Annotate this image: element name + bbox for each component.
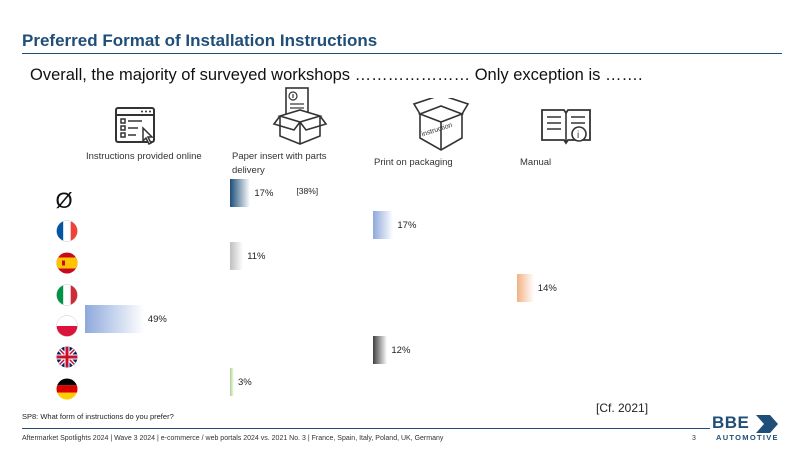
svg-text:i: i — [577, 130, 579, 141]
logo-main-text: BBE — [712, 413, 750, 432]
box-with-paper-icon — [272, 87, 328, 145]
category-label-paper-insert: Paper insert with parts delivery — [232, 151, 327, 176]
survey-question: SP8: What form of instructions do you pr… — [22, 412, 174, 421]
bbe-logo: BBE AUTOMOTIVE — [712, 413, 788, 443]
logo-arrow-icon — [756, 415, 778, 433]
category-label-online: Instructions provided online — [86, 151, 202, 162]
online-form-icon — [115, 107, 155, 146]
svg-text:instruction: instruction — [421, 122, 454, 139]
footer-divider — [22, 428, 710, 429]
footer-text: Aftermarket Spotlights 2024 | Wave 3 202… — [22, 435, 444, 442]
value-label-average: 17% — [254, 188, 274, 199]
flag-uk-icon — [56, 346, 78, 368]
bar-germany-6 — [230, 368, 234, 396]
value-label-poland: 49% — [147, 314, 167, 325]
comparison-note: [Cf. 2021] — [596, 401, 649, 415]
flag-italy-icon — [56, 284, 78, 306]
logo-sub-text: AUTOMOTIVE — [716, 433, 779, 442]
bar-average-0 — [230, 179, 251, 207]
bar-uk-5 — [373, 336, 388, 364]
average-symbol: Ø — [55, 188, 73, 213]
bar-france-1 — [373, 211, 394, 239]
instruction-box-icon: instruction — [412, 98, 470, 151]
flag-spain-icon — [56, 252, 78, 274]
bar-spain-2 — [230, 242, 244, 270]
value-label-uk: 12% — [391, 345, 411, 356]
open-book-icon: i — [541, 109, 591, 145]
value-label-germany: 3% — [238, 377, 252, 388]
category-label-manual: Manual — [520, 157, 552, 168]
value-label-france: 17% — [397, 220, 417, 231]
value-label-italy: 14% — [537, 283, 557, 294]
flag-germany-icon — [56, 378, 78, 400]
category-label-print-packaging: Print on packaging — [374, 157, 453, 168]
bar-poland-4 — [85, 305, 144, 333]
value-label-spain: 11% — [247, 251, 266, 262]
flag-france-icon — [56, 220, 78, 242]
flag-poland-icon — [56, 315, 78, 337]
page-title: Preferred Format of Installation Instruc… — [22, 31, 378, 50]
value-note-average: [38%] — [296, 186, 319, 196]
bar-italy-3 — [517, 274, 534, 302]
title-divider — [22, 53, 782, 54]
headline: Overall, the majority of surveyed worksh… — [30, 66, 643, 84]
page-number: 3 — [692, 435, 696, 442]
